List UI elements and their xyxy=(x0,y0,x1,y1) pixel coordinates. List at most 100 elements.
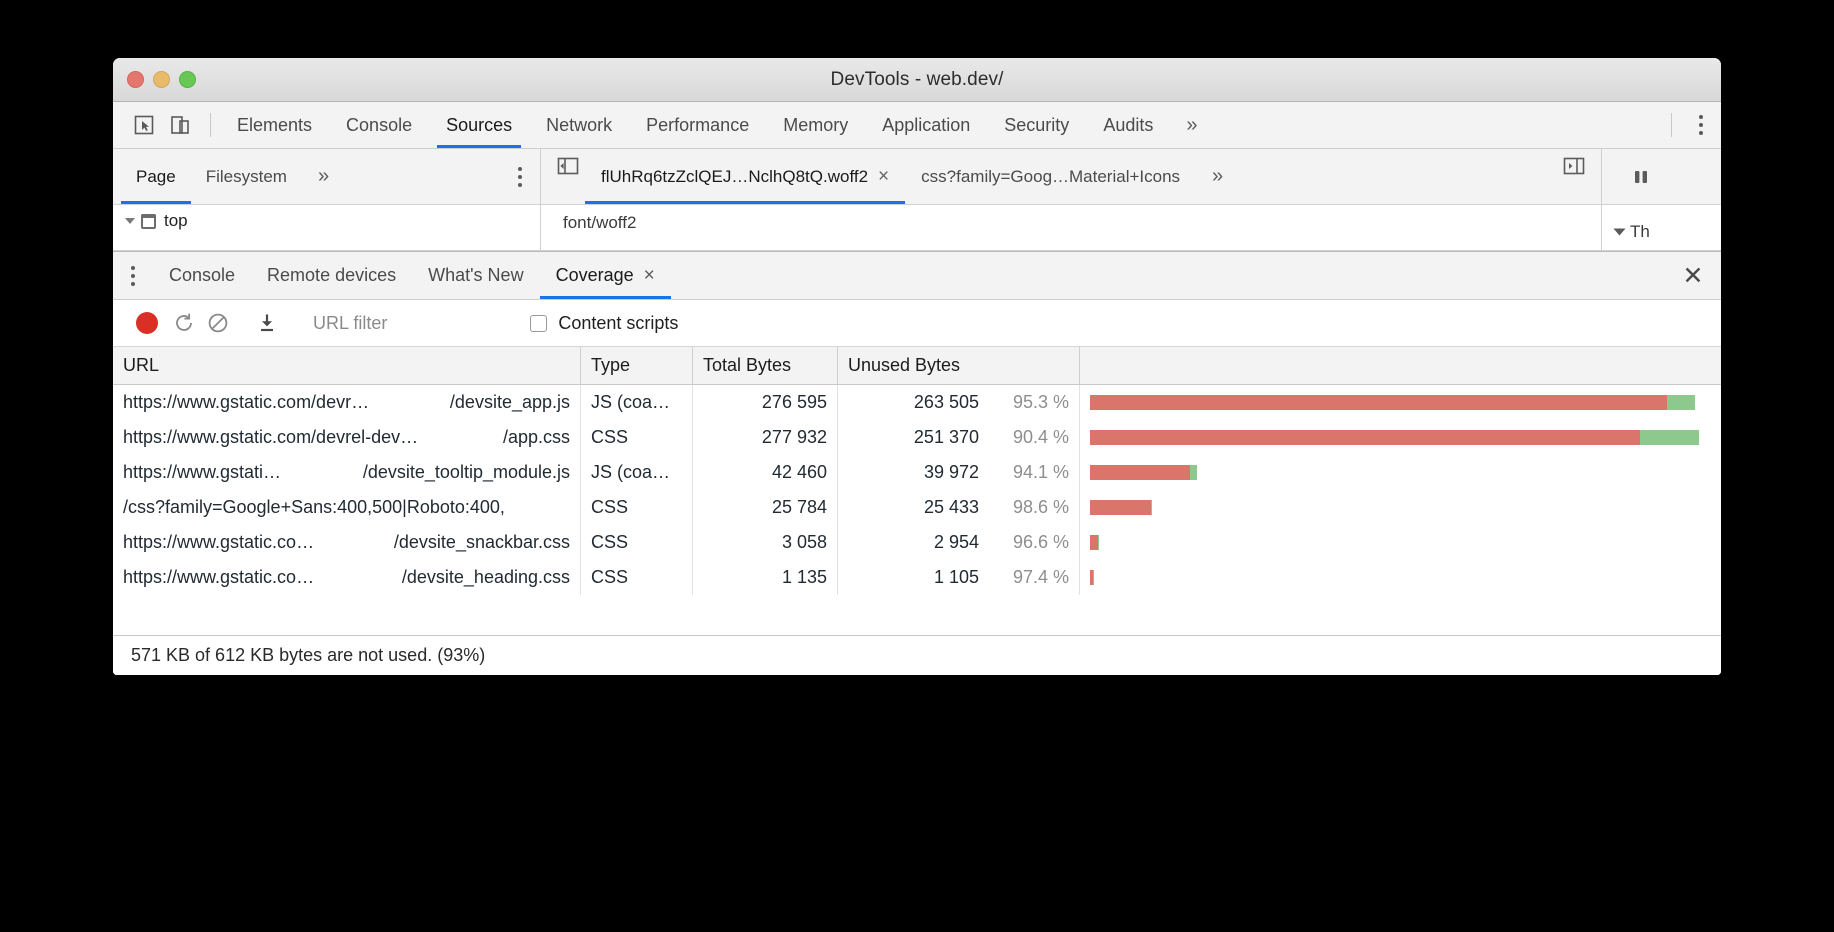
cell-type: CSS xyxy=(581,420,693,455)
coverage-bar xyxy=(1090,430,1699,445)
cell-unused-percent: 90.4 % xyxy=(1012,427,1069,447)
tab-elements[interactable]: Elements xyxy=(220,102,329,148)
threads-section[interactable]: Th xyxy=(1601,205,1721,250)
kebab-menu-icon[interactable] xyxy=(1681,102,1721,148)
column-header-bar xyxy=(1080,347,1721,384)
cell-unused-bytes: 263 505 95.3 % xyxy=(838,385,1080,420)
drawer-tab-whats-new[interactable]: What's New xyxy=(412,252,539,299)
zoom-window-button[interactable] xyxy=(179,71,196,88)
reload-icon[interactable] xyxy=(167,306,201,340)
file-tab-css-family-label: css?family=Goog…Material+Icons xyxy=(921,166,1181,186)
navigator-tabbar: Page Filesystem » xyxy=(113,149,541,204)
nav-more-chevron-icon[interactable]: » xyxy=(317,165,330,187)
tab-memory[interactable]: Memory xyxy=(766,102,865,148)
coverage-bar-unused xyxy=(1090,500,1152,515)
drawer-tab-console-label: Console xyxy=(169,265,236,285)
tab-console[interactable]: Console xyxy=(329,102,429,148)
tab-network[interactable]: Network xyxy=(529,102,629,148)
cell-unused-percent: 97.4 % xyxy=(1012,567,1069,587)
show-debugger-icon[interactable] xyxy=(1557,149,1591,183)
table-row[interactable]: https://www.gstatic.co… /devsite_heading… xyxy=(113,560,1721,595)
file-tab-woff2-close-icon[interactable]: × xyxy=(878,165,890,187)
drawer-tab-remote-devices-label: Remote devices xyxy=(267,265,397,285)
nav-tab-filesystem[interactable]: Filesystem xyxy=(191,149,302,204)
coverage-bar xyxy=(1090,395,1696,410)
device-toolbar-icon[interactable] xyxy=(163,108,197,142)
file-tab-css-family[interactable]: css?family=Goog…Material+Icons xyxy=(905,149,1196,204)
file-tab-woff2-label: flUhRq6tzZclQEJ…NclhQ8tQ.woff2 xyxy=(601,166,869,186)
table-row[interactable]: https://www.gstatic.com/devr… /devsite_a… xyxy=(113,385,1721,420)
show-navigator-icon[interactable] xyxy=(551,149,585,183)
tab-application-label: Application xyxy=(882,114,971,135)
tab-security-label: Security xyxy=(1004,114,1070,135)
table-row[interactable]: https://www.gstatic.co… /devsite_snackba… xyxy=(113,525,1721,560)
pause-script-icon[interactable] xyxy=(1624,160,1658,194)
cell-type: CSS xyxy=(581,490,693,525)
cell-total-bytes: 1 135 xyxy=(693,560,838,595)
coverage-bar-unused xyxy=(1090,430,1641,445)
minimize-window-button[interactable] xyxy=(153,71,170,88)
record-button-icon[interactable] xyxy=(136,312,158,334)
content-scripts-checkbox[interactable]: Content scripts xyxy=(530,313,678,334)
coverage-bar-used xyxy=(1151,500,1153,515)
debugger-toolbar xyxy=(1601,149,1721,204)
cell-url: https://www.gstatic.co… /devsite_heading… xyxy=(113,560,581,595)
inspect-element-icon[interactable] xyxy=(127,108,161,142)
clear-icon[interactable] xyxy=(201,306,235,340)
nav-tab-page[interactable]: Page xyxy=(121,149,191,204)
cell-url-host: /css?family=Google+Sans:400,500|Roboto:4… xyxy=(123,497,505,517)
page-file-tree[interactable]: top xyxy=(113,205,541,250)
devtools-window: DevTools - web.dev/ Elem xyxy=(113,58,1721,675)
cell-url-file: /devsite_snackbar.css xyxy=(393,532,570,552)
threads-expand-triangle-icon[interactable] xyxy=(1613,228,1626,235)
drawer-kebab-menu-icon[interactable] xyxy=(113,252,153,299)
tab-performance-label: Performance xyxy=(646,114,750,135)
file-tabbar-spacer xyxy=(1239,149,1557,204)
table-row[interactable]: https://www.gstati… /devsite_tooltip_mod… xyxy=(113,455,1721,490)
export-download-icon[interactable] xyxy=(250,306,284,340)
column-header-type[interactable]: Type xyxy=(581,347,693,384)
tab-performance[interactable]: Performance xyxy=(629,102,766,148)
close-window-button[interactable] xyxy=(127,71,144,88)
drawer-tab-console[interactable]: Console xyxy=(153,252,251,299)
drawer-tab-coverage-close-icon[interactable]: × xyxy=(643,264,655,286)
cell-url: https://www.gstatic.com/devr… /devsite_a… xyxy=(113,385,581,420)
cell-coverage-bar xyxy=(1080,385,1721,420)
main-tabbar: Elements Console Sources Network Perform… xyxy=(113,102,1721,149)
tree-item-top[interactable]: top xyxy=(125,211,540,231)
drawer-tab-coverage[interactable]: Coverage × xyxy=(539,252,671,299)
coverage-bar-used xyxy=(1190,465,1197,480)
coverage-bar-used xyxy=(1667,395,1696,410)
table-row[interactable]: /css?family=Google+Sans:400,500|Roboto:4… xyxy=(113,490,1721,525)
cell-unused-percent: 98.6 % xyxy=(1012,497,1069,517)
toolbar-icons xyxy=(113,102,201,148)
cell-type: CSS xyxy=(581,560,693,595)
more-tabs-chevron-icon[interactable]: » xyxy=(1186,113,1198,136)
coverage-bar-used xyxy=(1640,430,1699,445)
table-row[interactable]: https://www.gstatic.com/devrel-dev… /app… xyxy=(113,420,1721,455)
cell-total-bytes: 25 784 xyxy=(693,490,838,525)
drawer-tab-remote-devices[interactable]: Remote devices xyxy=(251,252,412,299)
expand-triangle-icon[interactable] xyxy=(125,218,135,224)
file-tab-woff2[interactable]: flUhRq6tzZclQEJ…NclhQ8tQ.woff2 × xyxy=(585,149,906,204)
window-titlebar: DevTools - web.dev/ xyxy=(113,58,1721,102)
tab-audits[interactable]: Audits xyxy=(1086,102,1170,148)
navigator-kebab-menu-icon[interactable] xyxy=(500,149,540,204)
column-header-total-bytes[interactable]: Total Bytes xyxy=(693,347,838,384)
column-header-unused-bytes[interactable]: Unused Bytes xyxy=(838,347,1080,384)
coverage-table-header: URL Type Total Bytes Unused Bytes xyxy=(113,347,1721,385)
column-header-url[interactable]: URL xyxy=(113,347,581,384)
tab-application[interactable]: Application xyxy=(865,102,987,148)
close-drawer-icon[interactable]: ✕ xyxy=(1682,261,1704,290)
tab-console-label: Console xyxy=(346,114,413,135)
checkbox-box-icon[interactable] xyxy=(530,314,548,332)
window-title: DevTools - web.dev/ xyxy=(830,68,1004,90)
cell-coverage-bar xyxy=(1080,560,1721,595)
tab-sources[interactable]: Sources xyxy=(429,102,529,148)
url-filter-input[interactable]: URL filter xyxy=(313,312,388,333)
nav-tab-filesystem-label: Filesystem xyxy=(205,166,287,186)
tab-sources-label: Sources xyxy=(446,114,513,135)
tab-security[interactable]: Security xyxy=(987,102,1086,148)
file-more-chevron-icon[interactable]: » xyxy=(1212,165,1224,187)
